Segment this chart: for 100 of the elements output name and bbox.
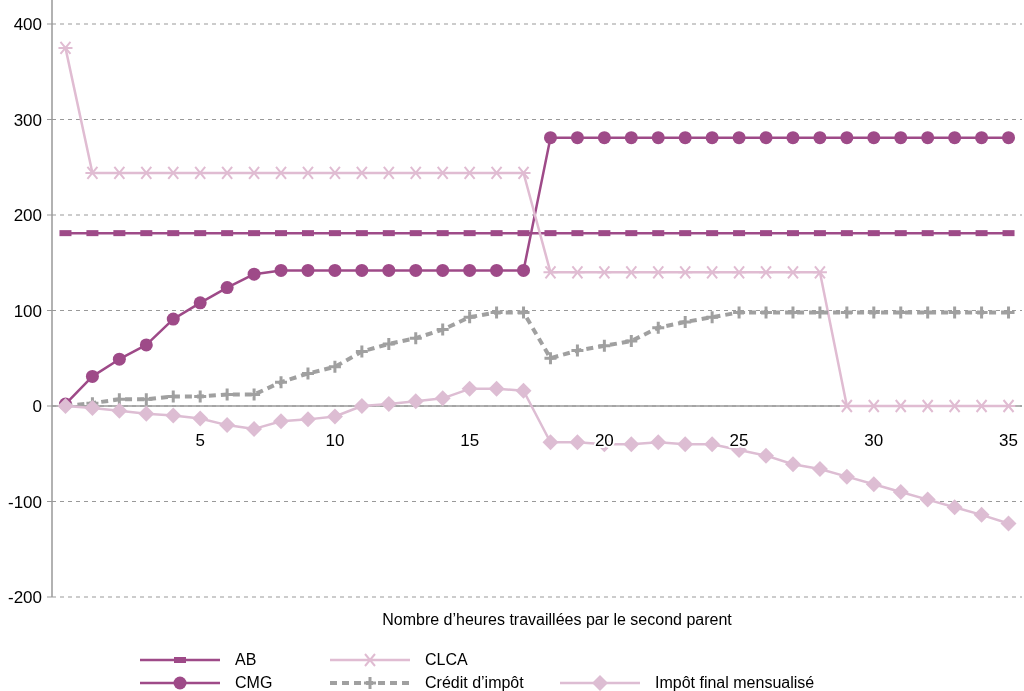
y-tick-label: -200 xyxy=(7,588,42,607)
point xyxy=(678,131,692,145)
point xyxy=(408,330,424,346)
point xyxy=(732,131,746,145)
point xyxy=(569,343,585,359)
point xyxy=(463,263,477,277)
point xyxy=(517,263,531,277)
point xyxy=(490,263,504,277)
point xyxy=(326,408,343,425)
y-tick-label: 100 xyxy=(13,301,42,321)
point xyxy=(219,417,236,434)
point xyxy=(489,304,505,320)
point xyxy=(650,265,667,280)
point xyxy=(1002,131,1016,145)
x-tick-label: 10 xyxy=(325,431,345,450)
y-tick-label: 0 xyxy=(32,397,42,416)
point xyxy=(354,344,370,360)
point xyxy=(247,267,261,281)
point xyxy=(488,380,505,397)
point xyxy=(946,499,963,516)
point xyxy=(705,131,719,145)
x-tick-label: 25 xyxy=(729,431,749,450)
point xyxy=(784,456,801,473)
legend-label: AB xyxy=(235,651,257,668)
point xyxy=(623,436,640,453)
point xyxy=(193,296,207,310)
point xyxy=(624,131,638,145)
y-tick-label: -100 xyxy=(7,492,42,512)
point xyxy=(813,131,827,145)
point xyxy=(811,461,828,478)
point xyxy=(704,265,721,280)
point xyxy=(273,374,289,390)
legend-label: CLCA xyxy=(425,651,469,668)
point xyxy=(840,131,854,145)
x-axis-title: Nombre d’heures travaillées par le second parent xyxy=(382,611,733,628)
point xyxy=(436,263,450,277)
x-tick-label: 5 xyxy=(195,431,205,450)
point xyxy=(651,131,665,145)
point xyxy=(435,322,451,338)
point xyxy=(838,399,855,413)
point xyxy=(973,506,990,523)
point xyxy=(380,396,397,413)
point xyxy=(381,336,397,352)
point xyxy=(274,263,288,277)
point xyxy=(192,388,208,404)
point xyxy=(704,436,721,453)
point xyxy=(382,263,396,277)
x-tick-label: 20 xyxy=(594,431,614,450)
point xyxy=(650,320,666,336)
point xyxy=(731,304,747,320)
point xyxy=(865,476,882,493)
y-tick-label: 400 xyxy=(13,15,42,34)
point xyxy=(434,390,451,407)
point xyxy=(138,405,155,422)
point xyxy=(623,333,639,349)
point xyxy=(328,263,342,277)
point xyxy=(516,304,532,320)
point xyxy=(246,420,263,437)
point xyxy=(677,436,694,453)
point xyxy=(975,131,989,145)
point xyxy=(84,399,101,416)
point xyxy=(919,491,936,508)
point xyxy=(355,263,369,277)
point xyxy=(407,393,424,410)
point xyxy=(165,407,182,424)
point xyxy=(569,434,586,451)
point xyxy=(542,265,559,280)
point xyxy=(300,366,316,382)
point xyxy=(759,131,773,145)
point xyxy=(786,131,800,145)
point xyxy=(921,131,935,145)
point xyxy=(353,398,370,414)
x-tick-label: 35 xyxy=(999,431,1018,450)
point xyxy=(327,359,343,375)
point xyxy=(894,131,908,145)
point xyxy=(461,380,478,397)
point xyxy=(838,468,855,485)
point xyxy=(677,314,693,330)
point xyxy=(597,131,611,145)
y-tick-label: 300 xyxy=(13,110,42,130)
point xyxy=(677,265,694,280)
point xyxy=(409,263,423,277)
point xyxy=(57,40,74,55)
point xyxy=(758,265,775,280)
legend-label: CMG xyxy=(235,674,273,691)
x-tick-label: 30 xyxy=(864,431,884,450)
point xyxy=(542,434,559,451)
point xyxy=(569,265,586,280)
point xyxy=(974,304,990,320)
point xyxy=(139,338,153,352)
point xyxy=(704,309,720,325)
point xyxy=(758,447,775,464)
point xyxy=(811,265,828,280)
point xyxy=(462,309,478,325)
point xyxy=(112,352,126,366)
point xyxy=(192,410,209,427)
point xyxy=(570,131,584,145)
point xyxy=(839,304,855,320)
point xyxy=(299,411,316,428)
legend-label: Impôt final mensualisé xyxy=(655,674,815,691)
